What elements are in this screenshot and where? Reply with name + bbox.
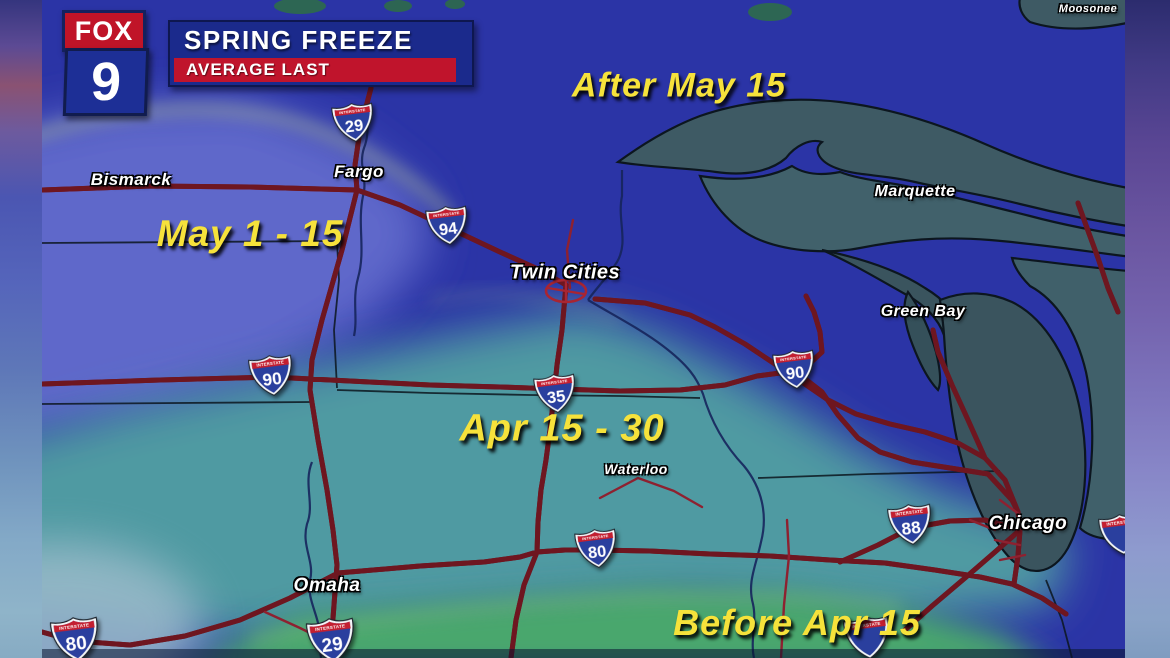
rivers (304, 87, 765, 658)
banner-title: SPRING FREEZE (184, 24, 413, 55)
fox-network-name: FOX (74, 15, 134, 46)
great-lakes (615, 0, 1142, 572)
banner-subtitle-bar: AVERAGE LAST (174, 58, 456, 82)
video-edge-blur-right (1125, 0, 1170, 658)
highways (39, 85, 1121, 658)
map-bottom-edge (42, 649, 1125, 658)
region-before-apr-15 (201, 588, 1040, 658)
contour-halo (429, 289, 624, 324)
video-edge-blur-left (0, 0, 42, 658)
forest-patches (274, 0, 1105, 21)
green-bay-arm (903, 289, 942, 392)
moosonee-coast (1018, 0, 1142, 30)
lower-michigan (1010, 256, 1142, 542)
channel-9-box: 9 (62, 48, 150, 116)
channel-number: 9 (89, 52, 123, 112)
banner-subtitle: AVERAGE LAST (186, 60, 330, 79)
fox-logo-box: FOX (62, 10, 146, 52)
title-banner: SPRING FREEZE AVERAGE LAST (168, 20, 474, 87)
region-may-1-15 (0, 100, 430, 439)
contour-halo (0, 104, 456, 220)
state-borders (41, 240, 1073, 658)
lake-superior (615, 98, 1142, 230)
